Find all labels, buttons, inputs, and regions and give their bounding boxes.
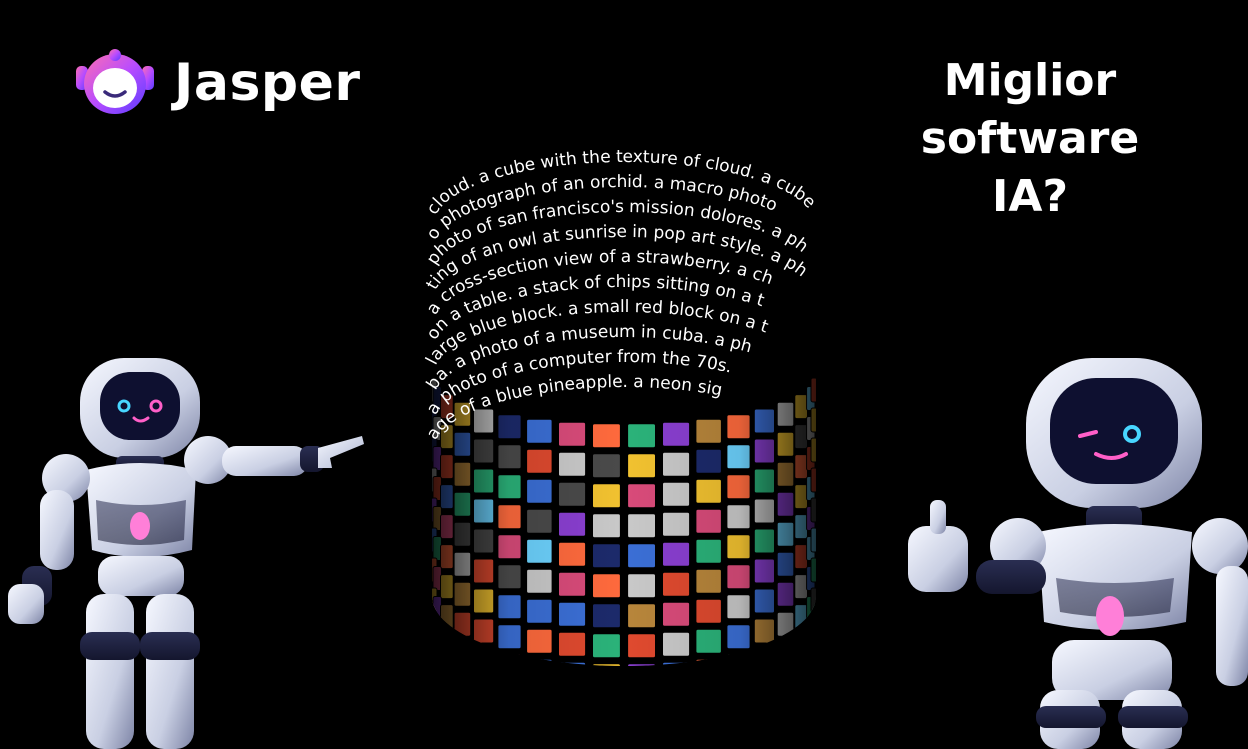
image-tile xyxy=(440,634,454,660)
robot-pointing-illustration xyxy=(8,358,364,749)
headline-line-1: Miglior xyxy=(943,55,1117,106)
image-tile xyxy=(432,617,438,643)
image-tile xyxy=(662,661,691,666)
headline: Miglior software IA? xyxy=(880,52,1180,226)
image-tile xyxy=(695,658,722,666)
image-tile xyxy=(794,634,808,660)
image-tile xyxy=(592,663,621,666)
image-tile xyxy=(497,654,522,666)
brand-name: Jasper xyxy=(174,53,361,113)
robot-thumbs-up-illustration xyxy=(908,358,1248,749)
text-image-cylinder: cloud. a cube with the texture of cloud.… xyxy=(422,147,820,666)
image-tile xyxy=(806,626,816,651)
image-tile xyxy=(473,648,495,666)
image-tile xyxy=(726,654,751,666)
image-tile xyxy=(526,658,553,666)
headline-line-2: software IA? xyxy=(920,113,1140,223)
image-cylinder-panel: cloud. a cube with the texture of cloud.… xyxy=(368,36,880,712)
image-tile xyxy=(627,663,657,666)
jasper-logo: Jasper xyxy=(74,46,361,120)
image-tile xyxy=(432,626,442,651)
image-tile xyxy=(753,648,775,666)
image-tile xyxy=(453,641,472,666)
image-tile xyxy=(776,641,795,666)
image-tile xyxy=(558,661,587,666)
jasper-logo-icon xyxy=(76,49,154,114)
image-tile xyxy=(810,617,816,643)
